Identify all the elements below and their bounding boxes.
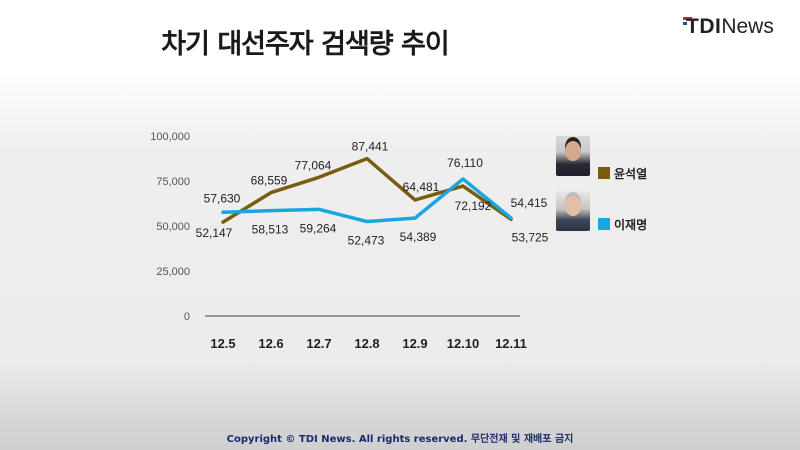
series-lines — [221, 156, 513, 224]
y-tick-label: 25,000 — [156, 266, 190, 278]
series-line-lee — [221, 177, 513, 224]
data-labels: 52,147 68,559 77,064 87,441 64,481 72,192 53,7… — [196, 140, 549, 248]
x-tick-label: 12.10 — [447, 336, 480, 351]
chart-title: 차기 대선주자 검색량 추이 — [161, 29, 449, 60]
copyright-notice: Copyright © TDI News. All rights reserve… — [226, 434, 574, 445]
data-label-yoon: 77,064 — [295, 158, 332, 172]
x-tick-label: 12.8 — [354, 336, 379, 351]
data-label-lee: 58,513 — [252, 223, 289, 237]
portrait-lee-image — [556, 191, 590, 231]
y-tick-label: 0 — [184, 311, 190, 323]
x-tick-label: 12.7 — [306, 336, 331, 351]
y-tick-label: 100,000 — [150, 131, 190, 143]
series-line-yoon — [221, 156, 513, 224]
x-tick-label: 12.5 — [210, 336, 235, 351]
data-label-yoon: 72,192 — [455, 199, 492, 213]
data-label-yoon: 53,725 — [512, 230, 549, 244]
data-label-lee: 52,473 — [348, 234, 385, 248]
data-label-lee: 76,110 — [447, 156, 483, 170]
y-tick-label: 75,000 — [156, 176, 190, 188]
x-tick-label: 12.6 — [258, 336, 283, 351]
legend-item-lee: 이재명 — [598, 216, 647, 232]
y-axis: 0 25,000 50,000 75,000 100,000 — [150, 131, 190, 323]
x-tick-label: 12.9 — [402, 336, 427, 351]
logo-text: TDINews — [686, 15, 774, 39]
data-label-lee: 54,389 — [400, 230, 437, 244]
data-label-yoon: 64,481 — [403, 180, 440, 194]
legend-swatch-yoon — [598, 167, 610, 179]
data-label-lee: 59,264 — [300, 221, 337, 235]
tdi-news-logo: TDINews — [683, 13, 793, 43]
data-label-lee: 57,630 — [204, 191, 241, 205]
logo-news: News — [721, 15, 774, 38]
x-axis: 12.5 12.6 12.7 12.8 12.9 12.10 12.11 — [210, 336, 527, 351]
logo-mark-icon — [683, 17, 697, 35]
x-tick-label: 12.11 — [495, 336, 527, 351]
portrait-yoon-image — [556, 136, 590, 176]
legend-swatch-lee — [598, 218, 610, 230]
data-label-yoon: 52,147 — [196, 226, 233, 240]
y-tick-label: 50,000 — [156, 221, 190, 233]
legend-label-yoon: 윤석열 — [614, 166, 648, 181]
data-label-yoon: 68,559 — [251, 174, 288, 188]
legend-label-lee: 이재명 — [614, 217, 648, 232]
legend-item-yoon: 윤석열 — [598, 165, 647, 181]
data-label-lee: 54,415 — [511, 196, 548, 210]
logo-tdi: TDI — [686, 15, 722, 38]
data-label-yoon: 87,441 — [352, 140, 389, 154]
